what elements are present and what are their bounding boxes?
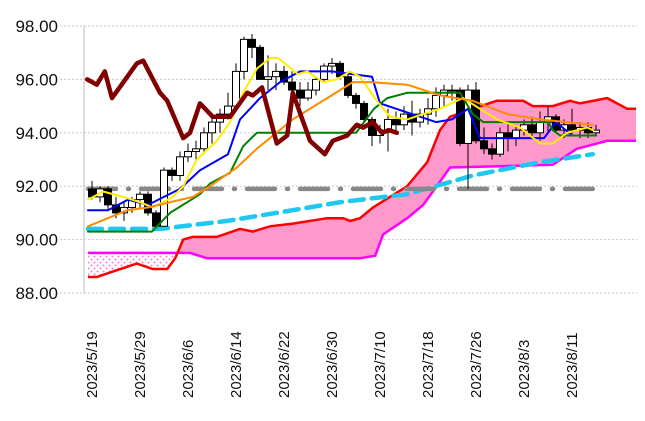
candle-up xyxy=(224,105,232,115)
candle-up xyxy=(328,62,336,67)
chikou-line xyxy=(84,58,400,157)
candle-up xyxy=(304,89,312,99)
candle-up xyxy=(176,156,184,177)
candle-down xyxy=(392,118,400,126)
candle-up xyxy=(448,89,456,92)
x-axis-ticks: 2023/5/19 2023/5/29 2023/6/6 2023/6/14 2023/… xyxy=(84,331,581,398)
candle-down xyxy=(488,148,496,155)
candle-down xyxy=(104,188,112,206)
candle-up xyxy=(240,38,248,72)
x-tick-label: 2023/7/26 xyxy=(468,331,485,398)
x-tick-label: 2023/7/10 xyxy=(372,331,389,398)
candle-down xyxy=(528,124,536,134)
y-axis-ticks: 98.00 96.00 94.00 92.00 90.00 88.00 xyxy=(15,17,58,303)
candle-down xyxy=(280,70,288,83)
x-tick-label: 2023/6/6 xyxy=(180,340,197,398)
indicator-lines-back xyxy=(85,96,636,279)
candle-up xyxy=(496,132,504,155)
candle-up xyxy=(432,94,440,110)
y-tick-label: 94.00 xyxy=(15,124,58,143)
x-tick-label: 2023/6/30 xyxy=(324,331,341,398)
candle-up xyxy=(208,121,216,134)
candle-up xyxy=(536,121,544,134)
x-tick-label: 2023/5/19 xyxy=(84,331,101,398)
x-tick-label: 2023/6/14 xyxy=(228,331,245,398)
candle-up xyxy=(592,129,600,134)
ma-mid-line xyxy=(87,81,594,228)
candle-up xyxy=(560,124,568,131)
candle-down xyxy=(480,140,488,150)
x-tick-label: 2023/7/18 xyxy=(420,331,437,398)
candle-up xyxy=(264,76,272,80)
candle-up xyxy=(184,150,192,158)
candle-down xyxy=(168,169,176,177)
y-tick-label: 98.00 xyxy=(15,17,58,36)
candle-up xyxy=(136,193,144,201)
y-tick-label: 92.00 xyxy=(15,177,58,196)
x-tick-label: 2023/5/29 xyxy=(132,331,149,398)
x-tick-label: 2023/6/22 xyxy=(276,331,293,398)
ma-short-line xyxy=(87,57,594,209)
tenkan-line xyxy=(87,70,597,212)
indicator-lines xyxy=(84,57,597,233)
candle-down xyxy=(248,38,256,48)
candle-down xyxy=(336,62,344,78)
candle-down xyxy=(296,89,304,99)
candle-down xyxy=(352,94,360,104)
candle-down xyxy=(360,102,368,120)
ma-long-dashed-line xyxy=(85,151,596,232)
candle-up xyxy=(192,148,200,152)
candle-up xyxy=(312,78,320,91)
candle-up xyxy=(512,129,520,139)
candle-down xyxy=(568,124,576,131)
candle-up xyxy=(272,70,280,78)
y-tick-label: 96.00 xyxy=(15,70,58,89)
candle-up xyxy=(232,70,240,107)
senkou-span-b-line xyxy=(88,139,636,260)
y-tick-label: 88.00 xyxy=(15,284,58,303)
candle-up xyxy=(200,132,208,150)
x-tick-label: 2023/8/3 xyxy=(516,340,533,398)
candle-down xyxy=(288,81,296,91)
senkou-span-a-line xyxy=(88,96,636,279)
candle-up xyxy=(320,65,328,80)
y-tick-label: 90.00 xyxy=(15,231,58,250)
kijun-line xyxy=(87,91,597,233)
x-tick-label: 2023/8/11 xyxy=(564,332,581,398)
